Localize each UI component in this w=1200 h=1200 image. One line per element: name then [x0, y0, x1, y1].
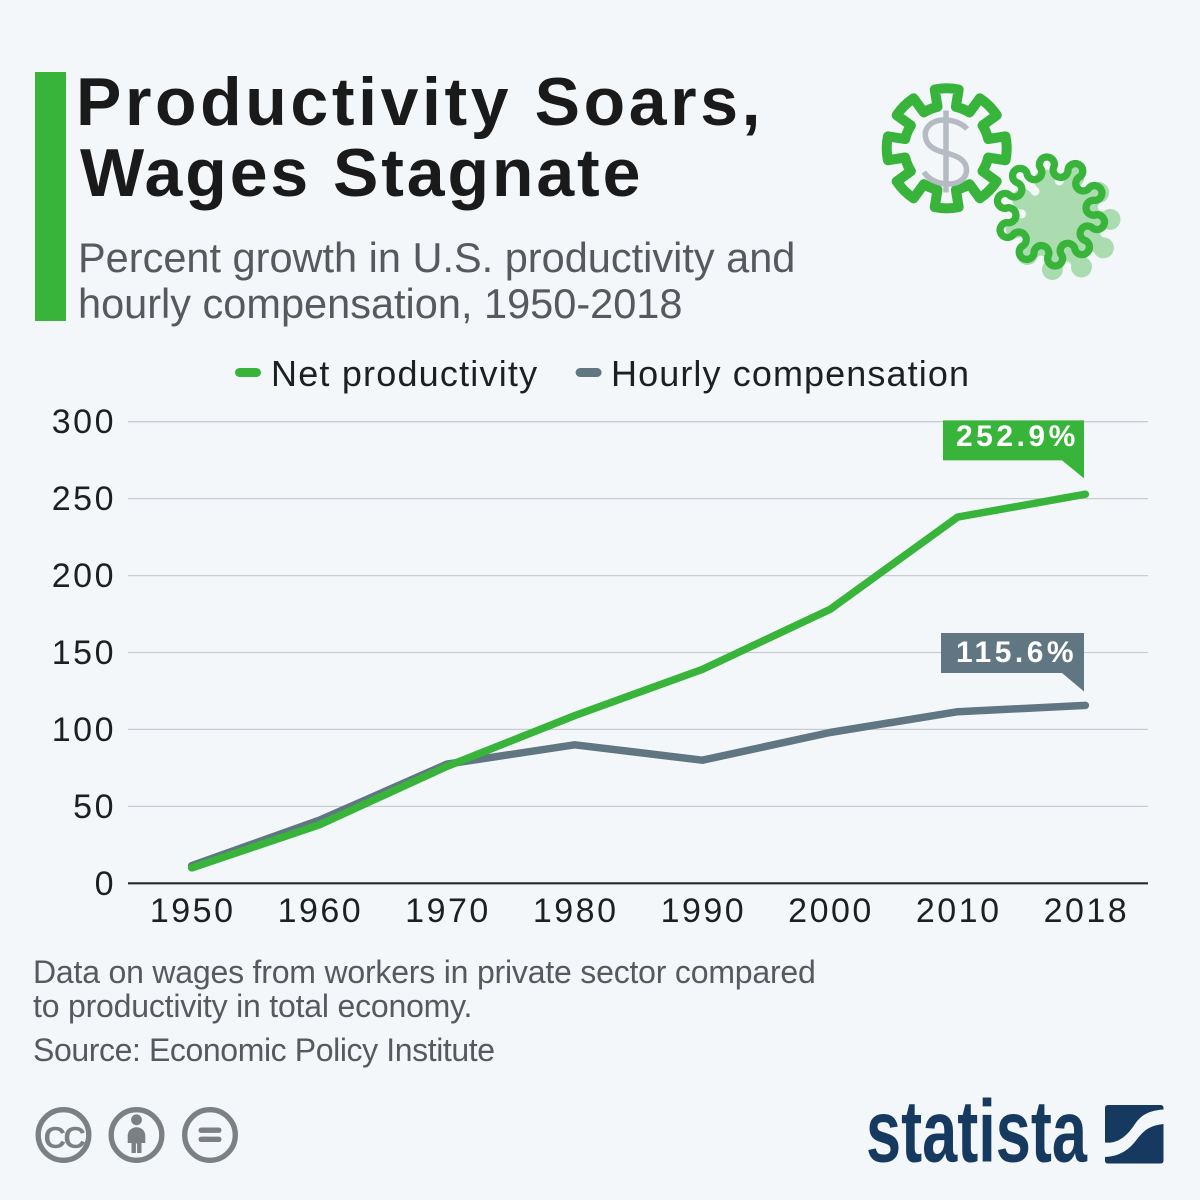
svg-text:statista: statista — [866, 1082, 1088, 1181]
